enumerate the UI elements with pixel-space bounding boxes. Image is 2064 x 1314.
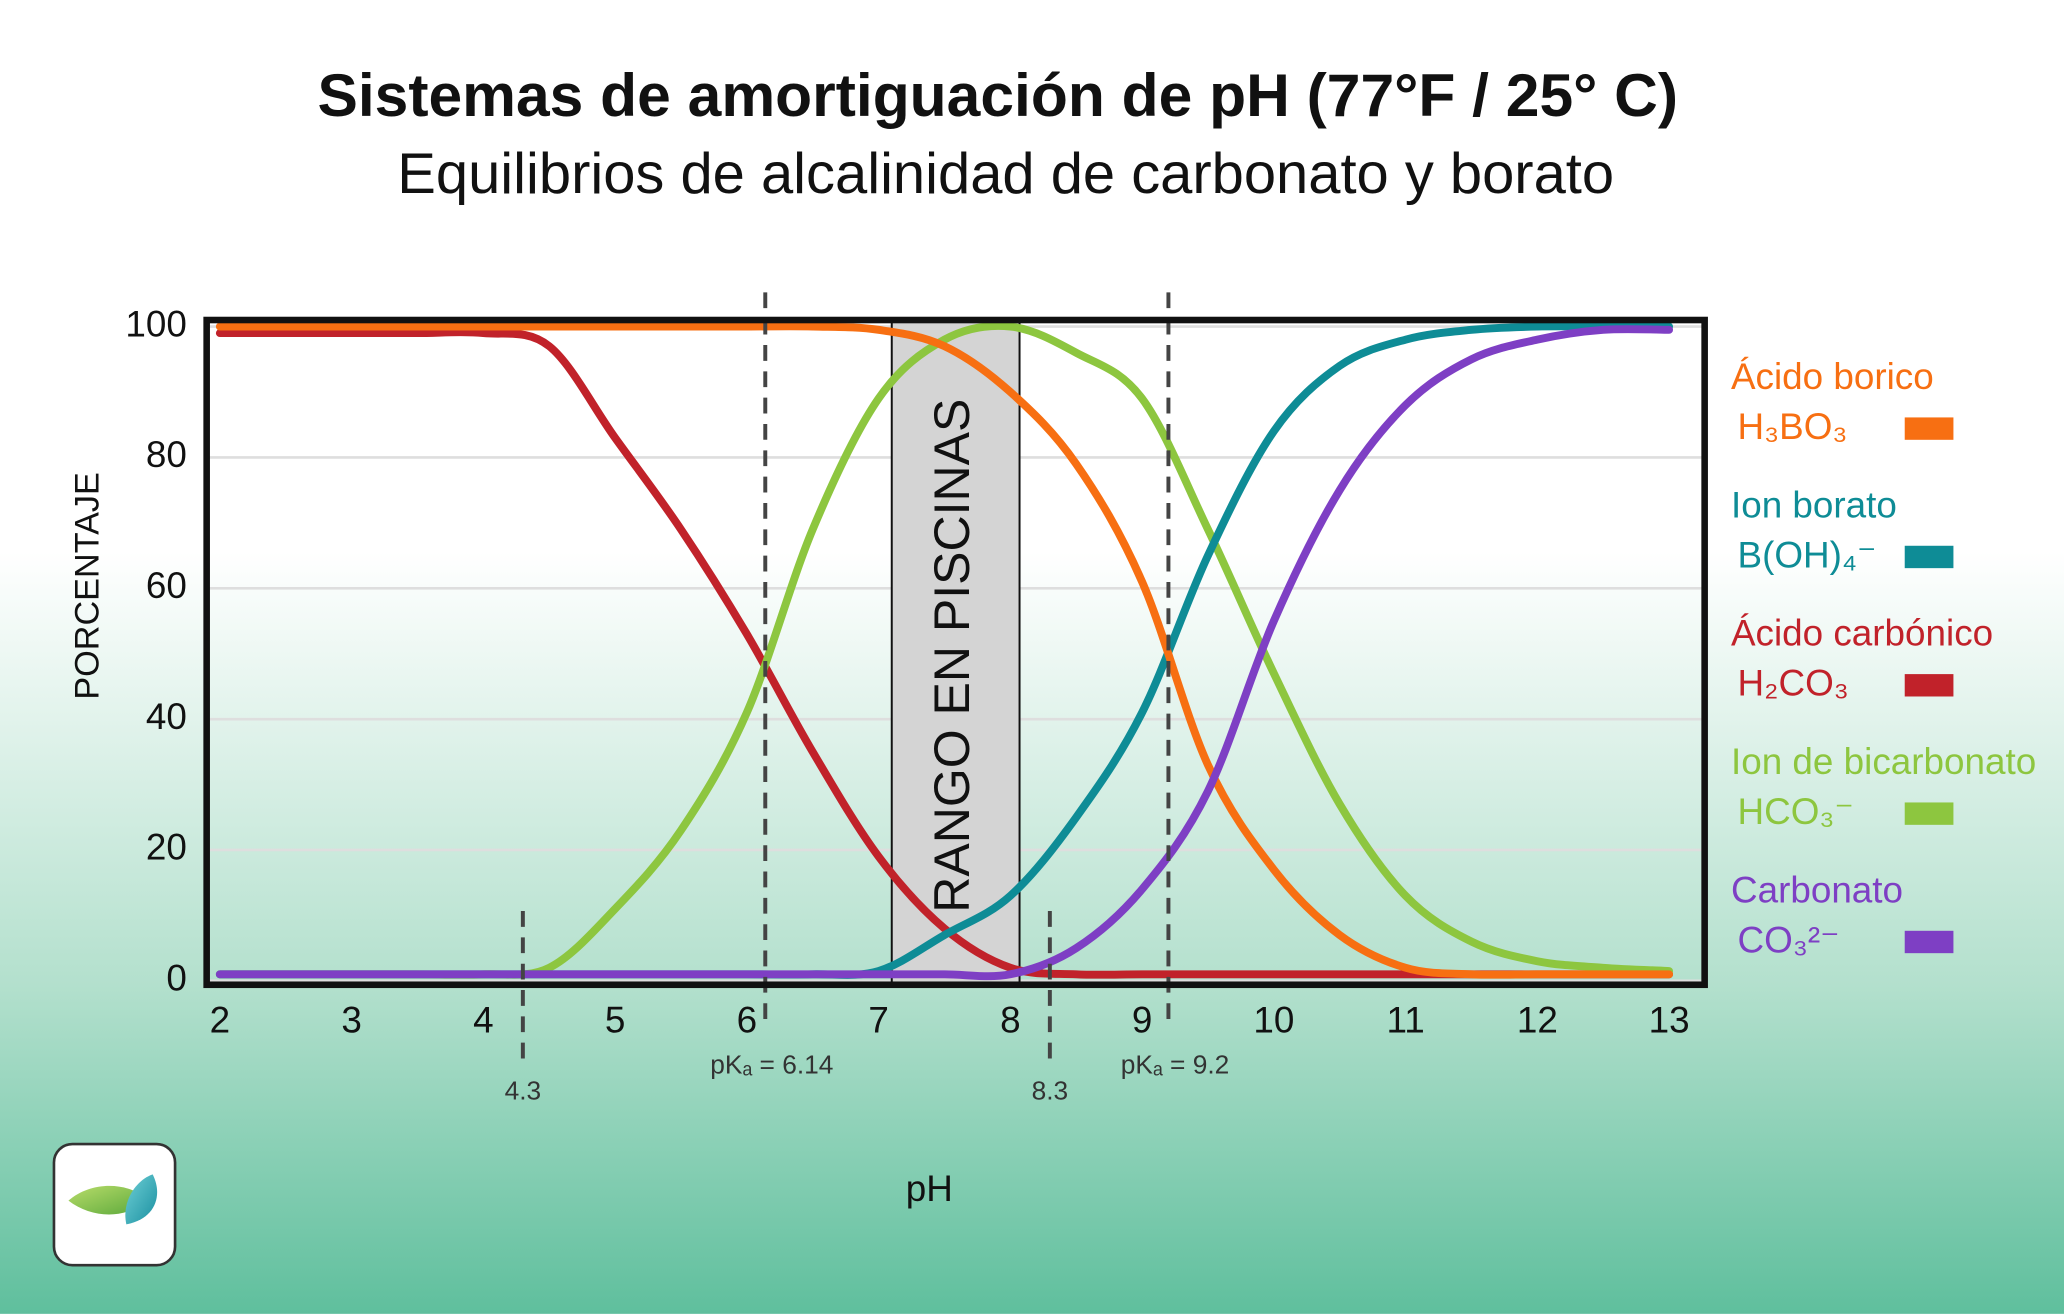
plot-area: 0 20 40 60 80 100 2 3 4 5 6 7 8 9 10 11 12 13 RANGO EN PIS… [125, 292, 2036, 1106]
x-tick-label: 3 [341, 1000, 362, 1041]
x-tick-label: 4 [473, 1000, 494, 1041]
y-tick-label: 60 [146, 565, 187, 606]
range-band [890, 319, 1021, 986]
y-tick-label: 100 [125, 303, 186, 344]
legend-swatch [1904, 674, 1954, 697]
x-tick-label: 2 [210, 1000, 230, 1041]
legend-formula: H₃BO₃ [1738, 406, 1848, 447]
legend-name: Ácido borico [1731, 356, 1934, 397]
legend-formula: H₂CO₃ [1738, 663, 1849, 704]
marker-label: pKₐ = 6.14 [710, 1049, 833, 1079]
logo [52, 1142, 177, 1267]
x-tick-label: 9 [1132, 1000, 1153, 1041]
legend-name: Ácido carbónico [1731, 613, 1993, 654]
y-tick-label: 20 [146, 827, 187, 868]
legend-name: Ion borato [1731, 484, 1897, 525]
y-axis-label: PORCENTAJE [69, 472, 107, 700]
x-tick-label: 13 [1649, 1000, 1690, 1041]
legend-swatch [1904, 802, 1954, 825]
legend-name: Ion de bicarbonato [1731, 741, 2036, 782]
x-tick-label: 7 [868, 1000, 889, 1041]
series-line [215, 325, 1674, 981]
x-tick-label: 11 [1386, 1000, 1424, 1041]
chart-subtitle: Equilibrios de alcalinidad de carbonato … [397, 142, 1614, 206]
marker-label: 4.3 [505, 1076, 542, 1106]
y-tick-label: 80 [146, 434, 187, 475]
x-tick-label: 12 [1517, 1000, 1558, 1041]
x-tick-label: 10 [1253, 1000, 1294, 1041]
x-tick-label: 5 [605, 1000, 626, 1041]
marker-label: 8.3 [1032, 1076, 1069, 1106]
series-line [215, 322, 1674, 979]
legend-name: Carbonato [1731, 869, 1903, 910]
plot-frame [203, 316, 1708, 989]
x-tick-label: 6 [737, 1000, 758, 1041]
marker-label: pKₐ = 9.2 [1121, 1049, 1230, 1079]
legend-swatch [1904, 417, 1954, 440]
y-tick-label: 40 [146, 696, 187, 737]
series-line [215, 328, 1674, 979]
y-tick-label: 0 [166, 958, 187, 999]
legend-swatch [1904, 545, 1954, 569]
x-axis-label: pH [906, 1168, 953, 1209]
x-tick-label: 8 [1000, 1000, 1021, 1041]
legend-swatch [1904, 930, 1954, 954]
range-band-label: RANGO EN PISCINAS [924, 399, 980, 913]
chart-title: Sistemas de amortiguación de pH (77°F / … [317, 61, 1678, 129]
legend-formula: HCO₃⁻ [1738, 791, 1854, 832]
legend-formula: CO₃²⁻ [1738, 919, 1840, 960]
legend-formula: B(OH)₄⁻ [1738, 534, 1877, 575]
